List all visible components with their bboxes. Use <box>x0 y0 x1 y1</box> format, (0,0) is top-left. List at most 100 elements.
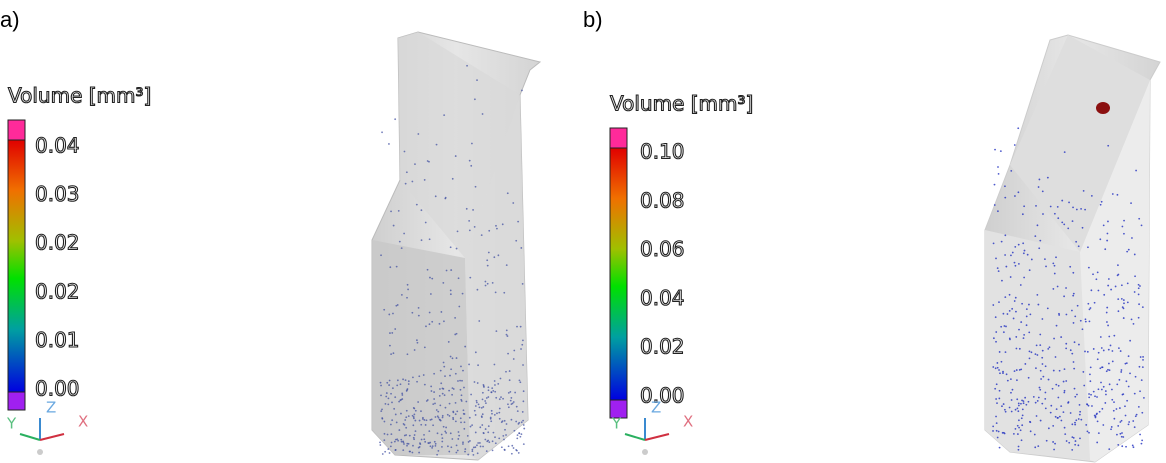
pore <box>1007 313 1009 315</box>
pore <box>1141 412 1143 414</box>
pore <box>1106 312 1108 314</box>
pore <box>1017 191 1019 193</box>
pore <box>1142 306 1144 308</box>
pore <box>508 445 510 447</box>
pore <box>495 225 497 227</box>
pore <box>475 432 477 434</box>
pore <box>497 383 499 385</box>
pore <box>491 410 493 412</box>
pore <box>482 406 484 408</box>
pore <box>383 439 385 441</box>
pore <box>443 362 445 364</box>
pore <box>1034 235 1036 237</box>
pore <box>1045 365 1047 367</box>
pore <box>1124 405 1126 407</box>
pore <box>522 411 524 413</box>
pore <box>1096 413 1098 415</box>
pore <box>1088 396 1090 398</box>
pore <box>432 403 434 405</box>
pore <box>385 396 387 398</box>
pore <box>388 398 390 400</box>
pore <box>1052 262 1054 264</box>
pore <box>468 364 470 366</box>
pore <box>435 416 437 418</box>
pore <box>406 171 408 173</box>
pore <box>398 429 400 431</box>
pore <box>1004 409 1006 411</box>
pore <box>1103 224 1105 226</box>
pore <box>1087 246 1089 248</box>
pore <box>1021 439 1023 441</box>
pore <box>388 143 390 145</box>
pore <box>1022 213 1024 215</box>
pore <box>435 443 437 445</box>
pore <box>1111 426 1113 428</box>
pore <box>1025 404 1027 406</box>
pore <box>1100 204 1102 206</box>
pore <box>1068 442 1070 444</box>
pore <box>512 402 514 404</box>
pore <box>445 432 447 434</box>
pore <box>1037 224 1039 226</box>
pore <box>474 98 476 100</box>
pore <box>1138 218 1140 220</box>
pore <box>522 400 524 402</box>
pore <box>494 436 496 438</box>
colorbar-tick-label: 0.02 <box>640 335 685 359</box>
pore <box>1020 429 1022 431</box>
pore <box>520 348 522 350</box>
pore <box>1105 394 1107 396</box>
pore <box>503 292 505 294</box>
pore <box>390 446 392 448</box>
pore <box>493 432 495 434</box>
pore <box>414 349 416 351</box>
pore <box>1139 285 1141 287</box>
pore <box>1101 366 1103 368</box>
pore <box>479 406 481 408</box>
pore <box>482 398 484 400</box>
pore <box>1085 424 1087 426</box>
pore <box>461 380 463 382</box>
pore <box>516 406 518 408</box>
pore <box>472 454 474 456</box>
pore <box>390 393 392 395</box>
pore <box>381 131 383 133</box>
pore <box>392 387 394 389</box>
pore <box>496 228 498 230</box>
pore <box>516 450 518 452</box>
pore <box>1138 287 1140 289</box>
pore <box>426 419 428 421</box>
pore <box>1015 409 1017 411</box>
pore <box>1037 304 1039 306</box>
pore <box>1088 393 1090 395</box>
colorbar-top <box>610 128 627 148</box>
pore <box>458 431 460 433</box>
pore <box>403 233 405 235</box>
pore <box>1059 416 1061 418</box>
pore <box>1018 419 1020 421</box>
pore <box>1053 370 1055 372</box>
pore <box>523 428 525 430</box>
pore <box>403 423 405 425</box>
pore <box>1126 380 1128 382</box>
pore <box>380 254 382 256</box>
pore <box>1116 408 1118 410</box>
pore <box>1040 420 1042 422</box>
pore <box>1065 343 1067 345</box>
pore <box>998 270 1000 272</box>
pore <box>1098 290 1100 292</box>
pore <box>401 247 403 249</box>
pore <box>1004 296 1006 298</box>
pore <box>1074 341 1076 343</box>
pore <box>457 450 459 452</box>
pore <box>1139 434 1141 436</box>
pore <box>460 399 462 401</box>
pore <box>1101 389 1103 391</box>
pore <box>406 443 408 445</box>
pore <box>481 234 483 236</box>
pore <box>488 252 490 254</box>
pore <box>440 382 442 384</box>
pore <box>418 315 420 317</box>
pore <box>425 325 427 327</box>
pore <box>1094 302 1096 304</box>
